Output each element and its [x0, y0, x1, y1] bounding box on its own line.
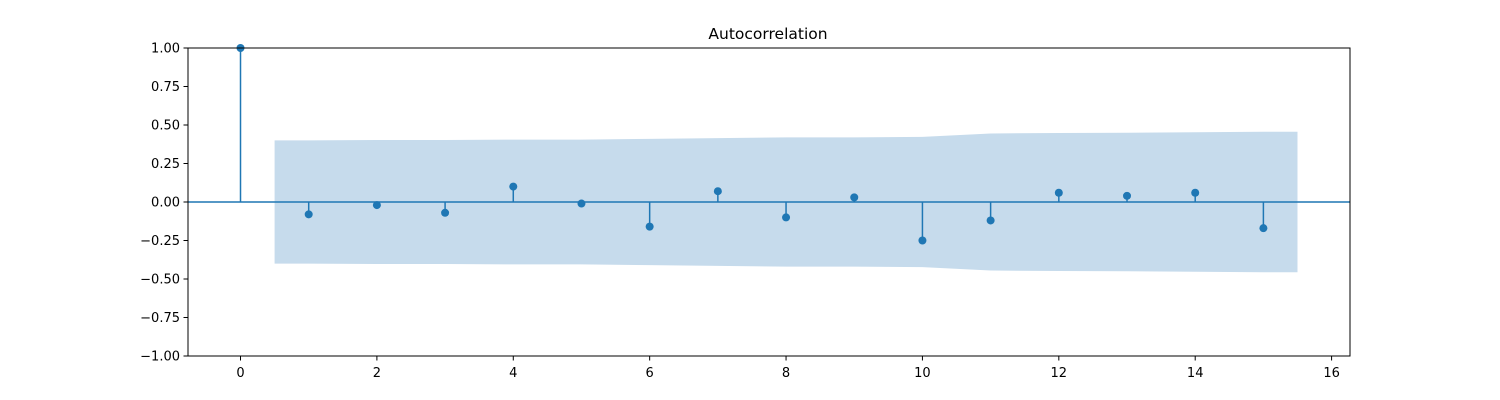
chart-title: Autocorrelation — [708, 25, 827, 43]
marker-lag-2 — [372, 201, 381, 210]
y-tick-label-6: 0.50 — [151, 119, 180, 134]
x-tick-label-14: 14 — [1187, 366, 1204, 381]
marker-lag-6 — [645, 222, 654, 231]
x-tick-label-16: 16 — [1323, 366, 1340, 381]
x-tick-label-2: 2 — [373, 366, 381, 381]
marker-lag-12 — [1054, 188, 1063, 197]
marker-lag-1 — [304, 210, 313, 219]
marker-lag-15 — [1259, 224, 1268, 233]
y-tick-label-8: 1.00 — [151, 42, 180, 57]
marker-lag-8 — [782, 213, 791, 222]
marker-lag-5 — [577, 199, 586, 208]
y-tick-label-1: −0.75 — [140, 311, 180, 326]
marker-lag-9 — [850, 193, 859, 202]
y-tick-label-2: −0.50 — [140, 273, 180, 288]
x-tick-label-0: 0 — [236, 366, 244, 381]
x-tick-label-12: 12 — [1051, 366, 1068, 381]
marker-lag-14 — [1191, 188, 1200, 197]
x-tick-label-4: 4 — [509, 366, 517, 381]
marker-lag-3 — [441, 208, 450, 217]
y-tick-label-4: 0.00 — [151, 196, 180, 211]
marker-lag-11 — [986, 216, 995, 225]
x-tick-label-10: 10 — [914, 366, 931, 381]
markers-layer — [236, 44, 1268, 245]
marker-lag-7 — [713, 187, 722, 196]
y-tick-label-3: −0.25 — [140, 234, 180, 249]
x-tick-label-8: 8 — [782, 366, 790, 381]
y-tick-label-0: −1.00 — [140, 350, 180, 365]
y-tick-label-7: 0.75 — [151, 80, 180, 95]
x-axis: 0 2 4 6 8 10 12 14 16 — [236, 356, 1340, 381]
y-tick-label-5: 0.25 — [151, 157, 180, 172]
marker-lag-10 — [918, 236, 927, 245]
marker-lag-4 — [509, 182, 518, 191]
y-axis: −1.00 −0.75 −0.50 −0.25 0.00 0.25 0.50 0.75 1.00 — [140, 42, 188, 365]
x-tick-label-6: 6 — [646, 366, 654, 381]
marker-lag-13 — [1123, 191, 1132, 200]
